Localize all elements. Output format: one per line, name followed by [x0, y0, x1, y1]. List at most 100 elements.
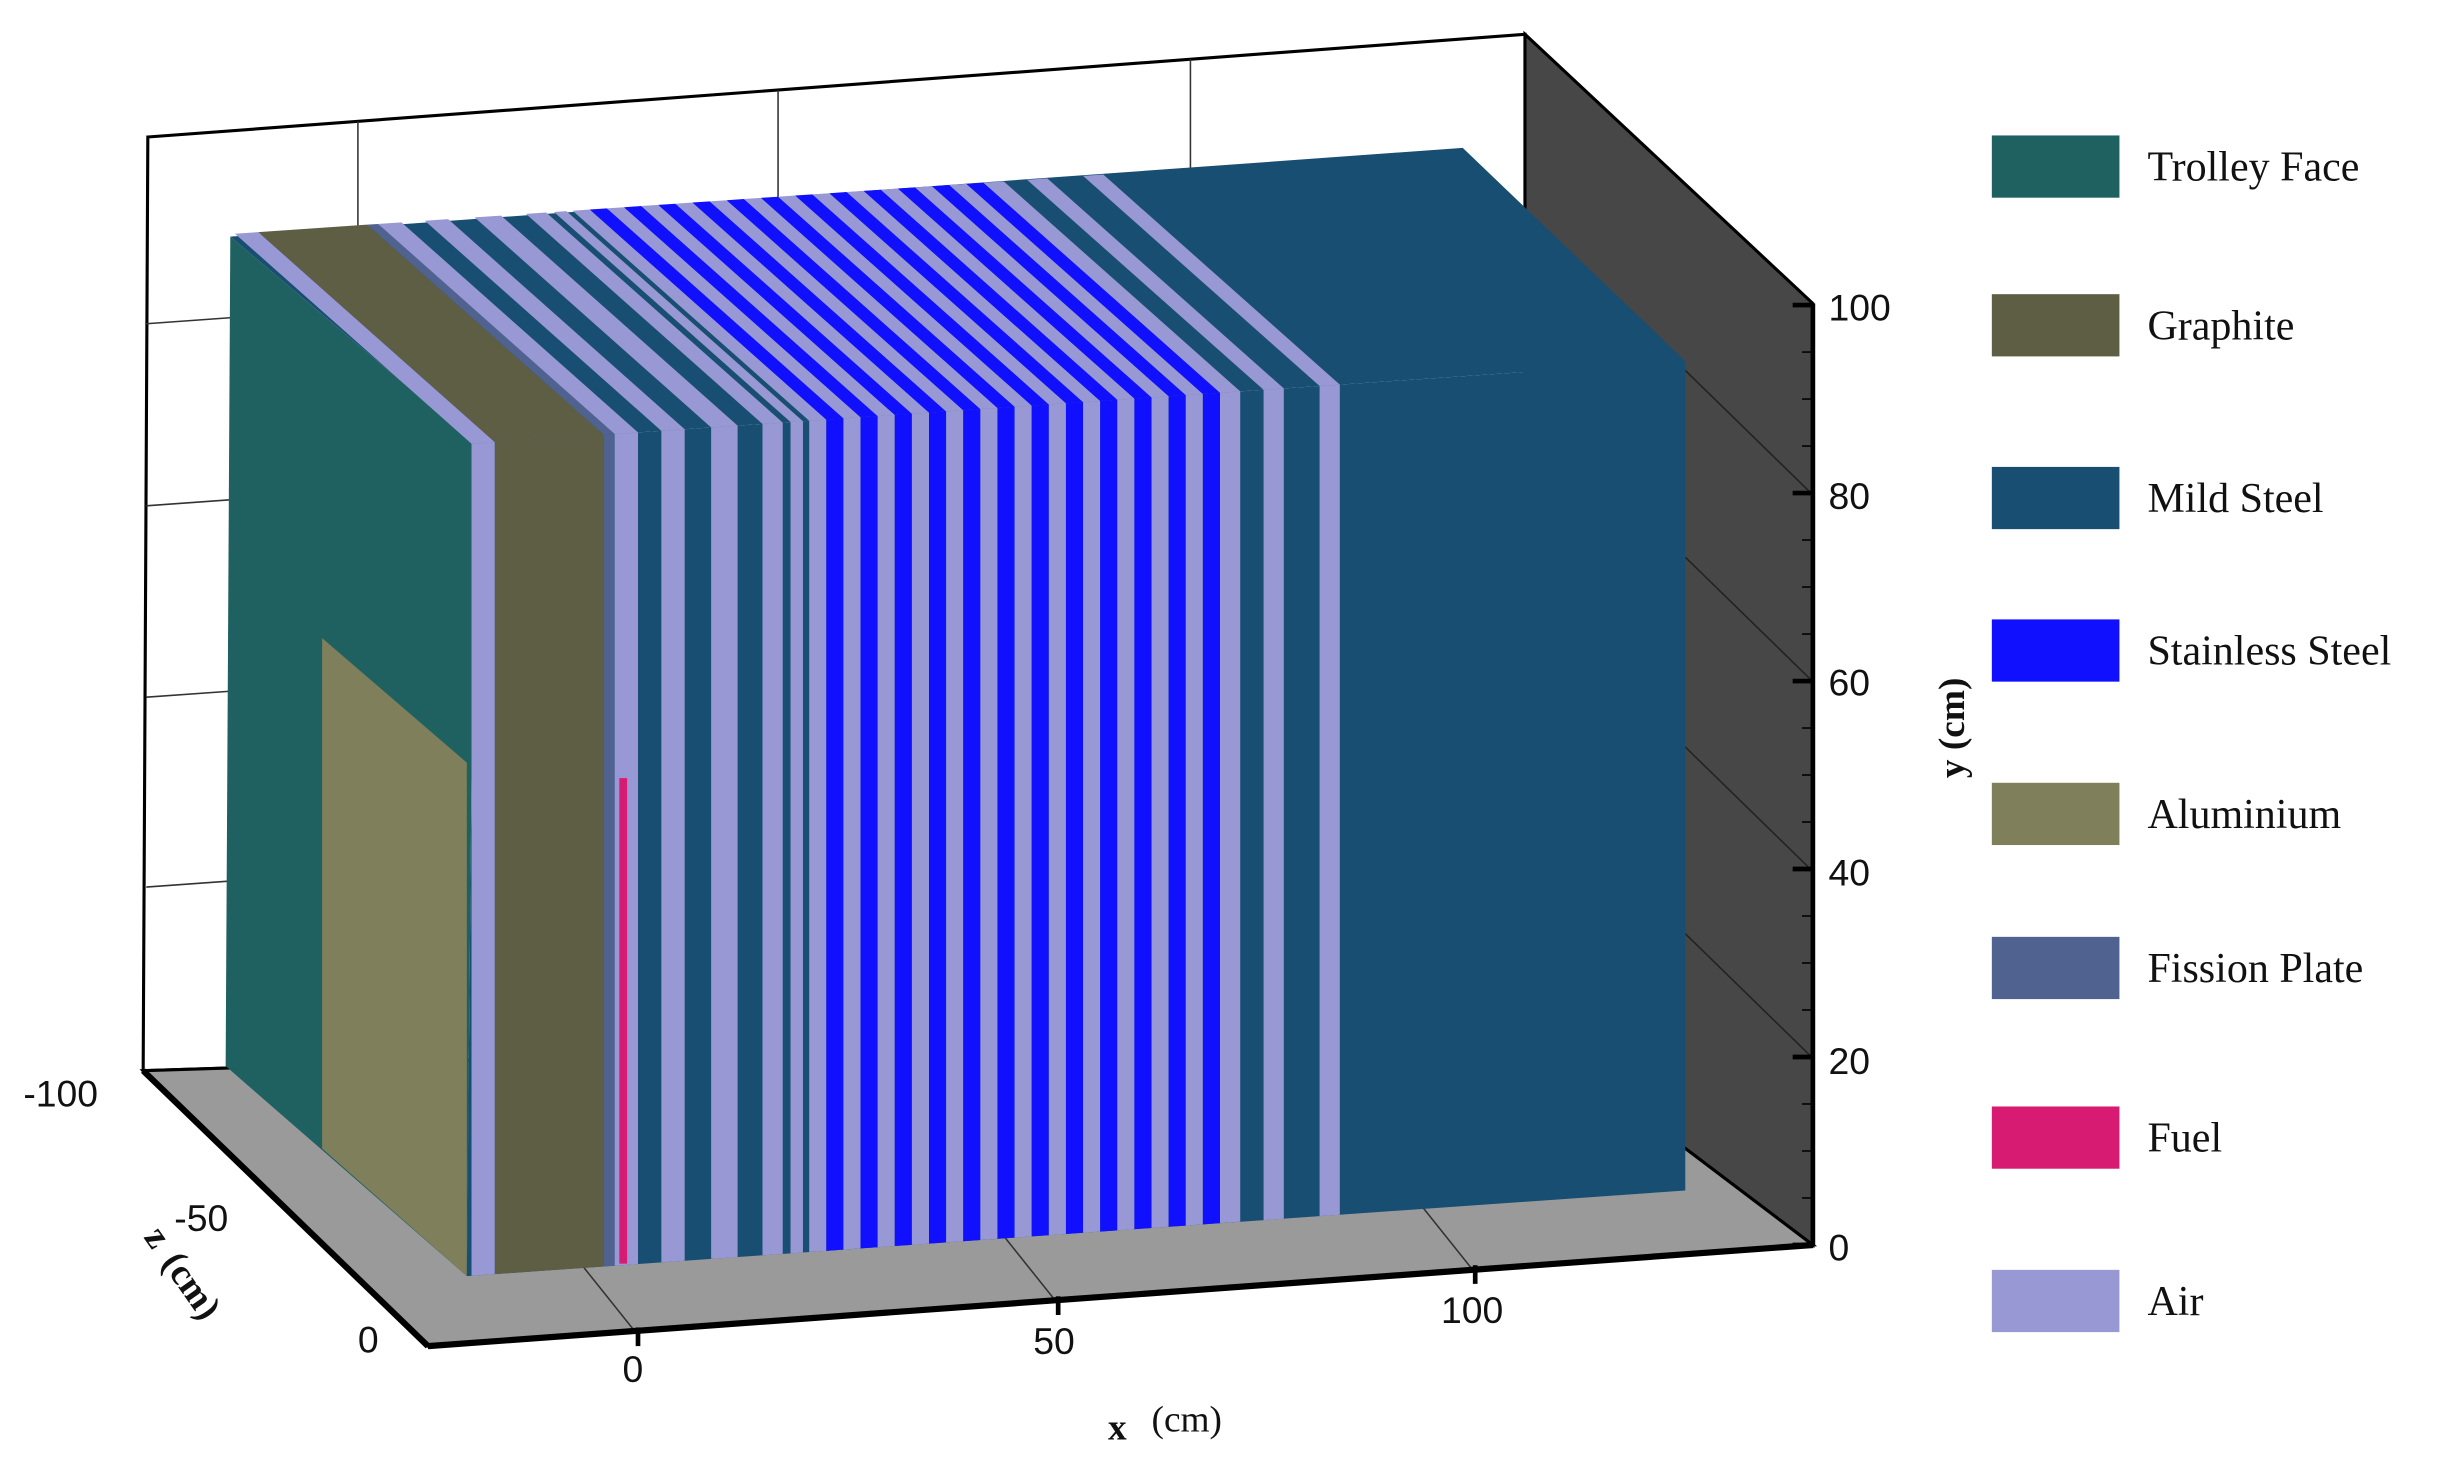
floor-grid-line	[995, 1225, 1059, 1305]
layer-air	[762, 422, 783, 1256]
legend-label: Fission Plate	[2147, 946, 2363, 992]
legend-swatch	[1991, 294, 2120, 357]
legend-label: Fuel	[2147, 1116, 2222, 1162]
floor-grid-line	[575, 1256, 639, 1336]
legend-label: Trolley Face	[2147, 145, 2359, 191]
legend-label: Mild Steel	[2147, 476, 2323, 522]
legend-swatch	[1991, 466, 2120, 530]
layer-top-stainless-steel	[829, 192, 1084, 404]
layer-top-stainless-steel	[863, 189, 1118, 401]
svg-text:y: y	[1932, 759, 1973, 778]
legend-item-graphite: Graphite	[1991, 294, 2294, 357]
legend-item-mild-steel: Mild Steel	[1991, 466, 2324, 530]
right-grid-line	[1684, 556, 1814, 683]
right-grid-line	[1684, 369, 1814, 496]
layer-air	[1117, 398, 1135, 1231]
aluminium-part	[322, 638, 467, 1277]
layer-top-air	[641, 204, 895, 417]
legend-item-stainless-steel: Stainless Steel	[1991, 619, 2391, 682]
layer-top-air	[915, 186, 1169, 398]
layer-air	[809, 419, 827, 1253]
axes: 0 50 100 0 20 40 60 80 100 -100 -50 0 x …	[23, 287, 1972, 1449]
legend: Trolley Face Graphite Mild Steel Stainless …	[1991, 135, 2391, 1333]
legend-swatch	[1991, 135, 2120, 198]
left-grid-tick	[146, 498, 234, 507]
layer-top-air	[949, 183, 1203, 396]
layer-air	[843, 417, 861, 1250]
y-axis-title: y (cm)	[1932, 678, 1973, 779]
layer-top-air	[983, 181, 1241, 393]
layer-top-air	[424, 219, 685, 431]
layer-stainless-steel	[929, 411, 947, 1244]
layer-top-stainless-steel	[658, 203, 912, 415]
layer-top-stainless-steel	[589, 208, 844, 420]
layer-stainless-steel	[860, 416, 878, 1249]
legend-swatch	[1991, 782, 2120, 846]
svg-text:(cm): (cm)	[1152, 1400, 1222, 1441]
model-block	[225, 147, 1686, 1277]
layer-top-stainless-steel	[932, 185, 1186, 397]
layer-stainless-steel	[1168, 395, 1186, 1227]
layer-air	[1048, 403, 1066, 1236]
legend-item-fuel: Fuel	[1991, 1106, 2222, 1169]
z-tick-minus100: -100	[23, 1072, 98, 1114]
layer-top-air	[474, 215, 738, 428]
legend-swatch	[1991, 1106, 2120, 1169]
layer-air	[911, 412, 930, 1245]
layer-stainless-steel	[1065, 402, 1084, 1235]
layer-top-stainless-steel	[760, 196, 1015, 408]
layer-top-air	[880, 188, 1135, 400]
legend-swatch	[1991, 1269, 2120, 1333]
layer-top-air	[1027, 178, 1284, 390]
layer-air	[1083, 400, 1101, 1233]
z-tick-minus50: -50	[174, 1197, 228, 1239]
layer-top-air	[553, 211, 803, 423]
svg-text:(cm): (cm)	[154, 1244, 229, 1327]
layer-top-air	[572, 209, 827, 421]
y-tick-100: 100	[1828, 287, 1890, 329]
layer-air	[980, 407, 998, 1241]
left-grid-tick	[146, 316, 234, 325]
legend-label: Graphite	[2147, 303, 2294, 349]
layer-top-stainless-steel	[795, 194, 1049, 406]
layer-stainless-steel	[1100, 399, 1118, 1232]
legend-label: Air	[2147, 1279, 2203, 1325]
layer-top-graphite	[258, 224, 604, 443]
layer-top-air	[525, 212, 783, 424]
left-grid-tick	[146, 880, 234, 888]
layer-stainless-steel	[997, 406, 1015, 1239]
layer-top-air	[606, 207, 861, 419]
y-tick-0: 0	[1828, 1227, 1849, 1269]
layer-top-stainless-steel	[624, 206, 878, 418]
right-grid-line	[1684, 933, 1814, 1059]
legend-swatch	[1991, 936, 2120, 1000]
layer-air	[661, 429, 685, 1263]
layer-air	[946, 410, 964, 1243]
layer-top-stainless-steel	[726, 199, 981, 411]
svg-text:z: z	[136, 1219, 179, 1256]
legend-swatch	[1991, 619, 2120, 682]
layer-air	[471, 442, 495, 1276]
layer-graphite	[494, 434, 604, 1275]
svg-text:x: x	[1108, 1407, 1127, 1448]
x-tick-100: 100	[1441, 1289, 1503, 1331]
layer-air	[1220, 391, 1241, 1224]
right-grid-line	[1684, 746, 1814, 873]
layer-top-air	[234, 232, 495, 444]
layer-stainless-steel	[1031, 404, 1049, 1237]
y-tick-60: 60	[1828, 662, 1870, 704]
layer-top-stainless-steel	[897, 187, 1152, 399]
fuel-rod	[619, 778, 628, 1264]
x-tick-0: 0	[622, 1348, 643, 1390]
layer-top-fission-plate	[367, 223, 615, 435]
z-tick-0: 0	[358, 1318, 379, 1360]
layer-air	[711, 425, 738, 1259]
layer-air	[1263, 388, 1284, 1221]
layer-top-air	[675, 202, 930, 414]
layer-top-stainless-steel	[966, 182, 1220, 394]
x-axis-title: x (cm)	[1108, 1400, 1222, 1449]
layer-air	[1185, 393, 1203, 1226]
layer-top-air	[743, 197, 998, 410]
layer-top-air	[378, 222, 639, 435]
layer-stainless-steel	[1134, 397, 1152, 1230]
